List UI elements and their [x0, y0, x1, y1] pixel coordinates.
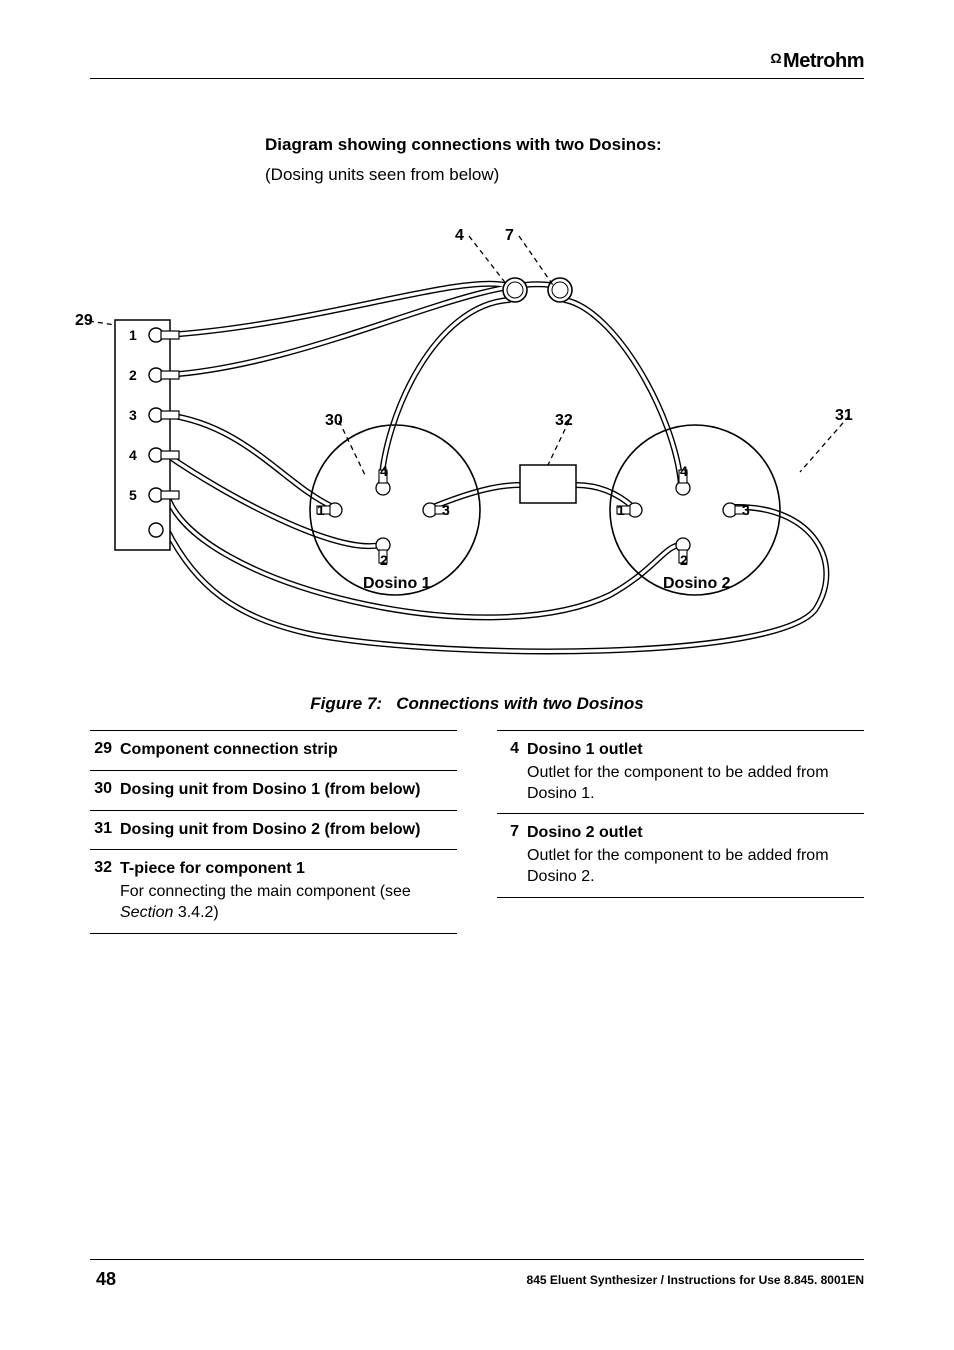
svg-text:1: 1	[129, 327, 137, 343]
legend-right-col: 4Dosino 1 outletOutlet for the component…	[497, 730, 864, 934]
svg-text:4: 4	[380, 463, 388, 479]
legend-num: 29	[90, 740, 120, 758]
svg-text:1: 1	[617, 502, 625, 518]
footer-rule	[90, 1259, 864, 1260]
figure-caption-text: Connections with two Dosinos	[396, 694, 643, 713]
legend-num: 32	[90, 859, 120, 877]
svg-text:7: 7	[505, 227, 514, 244]
svg-text:2: 2	[680, 552, 688, 568]
section-title: Diagram showing connections with two Dos…	[265, 135, 662, 155]
legend-item: 7Dosino 2 outletOutlet for the component…	[497, 814, 864, 897]
footer: 48 845 Eluent Synthesizer / Instructions…	[90, 1267, 864, 1292]
legend-desc: For connecting the main component (see S…	[120, 882, 457, 924]
page: ΩMetrohm Diagram showing connections wit…	[0, 0, 954, 1350]
svg-text:Dosino 2: Dosino 2	[663, 575, 731, 592]
legend-item: 32T-piece for component 1For connecting …	[90, 850, 457, 933]
svg-text:4: 4	[129, 447, 137, 463]
svg-text:Dosino 1: Dosino 1	[363, 575, 431, 592]
legend-item: 29Component connection strip	[90, 731, 457, 771]
svg-text:4: 4	[680, 463, 688, 479]
legend-title: Dosino 1 outlet	[527, 740, 864, 761]
legend-body: Dosing unit from Dosino 1 (from below)	[120, 780, 457, 801]
legend-title: Dosing unit from Dosino 1 (from below)	[120, 780, 457, 801]
svg-text:4: 4	[455, 227, 464, 244]
section-subtitle: (Dosing units seen from below)	[265, 165, 499, 185]
legend-title: Dosino 2 outlet	[527, 823, 864, 844]
figure-label: Figure 7:	[310, 694, 382, 713]
diagram-svg: 1 2 3 4 5 1 2 3 4 Dosino 1 1 2 3 4 Dosino 2 4 7 29 30 31 32	[55, 215, 900, 675]
legend: 29Component connection strip30Dosing uni…	[90, 730, 864, 934]
svg-text:5: 5	[129, 487, 137, 503]
legend-body: Dosino 1 outletOutlet for the component …	[527, 740, 864, 804]
svg-text:2: 2	[129, 367, 137, 383]
footer-text: 845 Eluent Synthesizer / Instructions fo…	[527, 1273, 864, 1287]
legend-desc: Outlet for the component to be added fro…	[527, 846, 864, 888]
legend-body: T-piece for component 1For connecting th…	[120, 859, 457, 923]
svg-text:31: 31	[835, 407, 853, 424]
figure-caption: Figure 7: Connections with two Dosinos	[0, 694, 954, 714]
header-rule	[90, 78, 864, 79]
brand-name: Metrohm	[783, 50, 864, 72]
legend-item: 4Dosino 1 outletOutlet for the component…	[497, 731, 864, 814]
legend-body: Component connection strip	[120, 740, 457, 761]
brand-logo-icon: Ω	[770, 50, 781, 66]
svg-text:30: 30	[325, 412, 343, 429]
svg-text:29: 29	[75, 312, 93, 329]
legend-title: Component connection strip	[120, 740, 457, 761]
brand-header: ΩMetrohm	[770, 50, 864, 73]
page-number: 48	[90, 1267, 122, 1292]
legend-num: 4	[497, 740, 527, 758]
legend-num: 31	[90, 820, 120, 838]
legend-left-col: 29Component connection strip30Dosing uni…	[90, 730, 457, 934]
svg-text:32: 32	[555, 412, 573, 429]
legend-item: 30Dosing unit from Dosino 1 (from below)	[90, 771, 457, 811]
svg-text:2: 2	[380, 552, 388, 568]
svg-text:3: 3	[742, 502, 750, 518]
svg-text:3: 3	[129, 407, 137, 423]
legend-title: T-piece for component 1	[120, 859, 457, 880]
legend-num: 7	[497, 823, 527, 841]
connections-diagram: 1 2 3 4 5 1 2 3 4 Dosino 1 1 2 3 4 Dosino 2 4 7 29 30 31 32	[55, 215, 900, 675]
legend-body: Dosino 2 outletOutlet for the component …	[527, 823, 864, 887]
legend-desc: Outlet for the component to be added fro…	[527, 763, 864, 805]
legend-num: 30	[90, 780, 120, 798]
legend-item: 31Dosing unit from Dosino 2 (from below)	[90, 811, 457, 851]
legend-title: Dosing unit from Dosino 2 (from below)	[120, 820, 457, 841]
legend-body: Dosing unit from Dosino 2 (from below)	[120, 820, 457, 841]
svg-text:1: 1	[317, 502, 325, 518]
svg-text:3: 3	[442, 502, 450, 518]
